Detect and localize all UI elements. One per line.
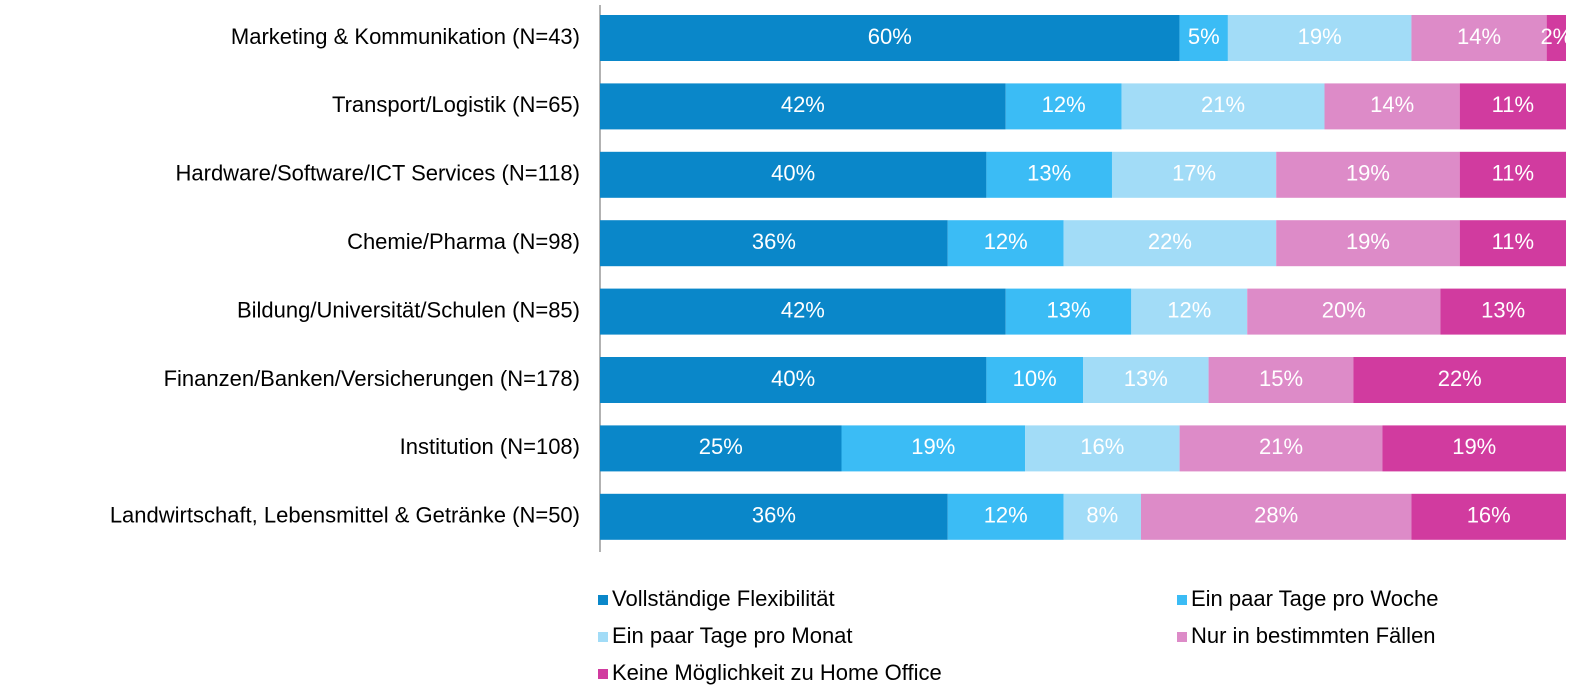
value-label: 12% xyxy=(1042,92,1086,117)
value-label: 36% xyxy=(752,229,796,254)
value-label: 13% xyxy=(1124,366,1168,391)
category-label: Institution (N=108) xyxy=(400,434,580,459)
bar-segment xyxy=(1121,83,1325,130)
bar-segment xyxy=(600,15,1180,61)
bar-segment xyxy=(600,425,842,472)
category-label: Bildung/Universität/Schulen (N=85) xyxy=(237,297,580,322)
value-label: 22% xyxy=(1148,229,1192,254)
bar-segment xyxy=(986,357,1083,403)
bar-segment xyxy=(1411,493,1566,540)
value-label: 12% xyxy=(984,229,1028,254)
category-label: Hardware/Software/ICT Services (N=118) xyxy=(176,161,581,186)
bar-segment xyxy=(1440,288,1566,335)
value-label: 11% xyxy=(1492,229,1534,254)
bar-segment xyxy=(1140,493,1412,540)
category-label: Transport/Logistik (N=65) xyxy=(332,92,580,117)
legend-swatch xyxy=(598,669,608,679)
bar-segment xyxy=(1459,83,1566,130)
value-label: 8% xyxy=(1086,503,1118,528)
bar-segment xyxy=(1276,151,1460,198)
legend-swatch xyxy=(598,632,608,642)
value-label: 14% xyxy=(1370,92,1414,117)
bar-segment xyxy=(1005,83,1122,130)
category-label: Landwirtschaft, Lebensmittel & Getränke … xyxy=(110,503,580,528)
bar-segment xyxy=(1208,357,1354,403)
value-label: 12% xyxy=(984,503,1028,528)
bar-segment xyxy=(1382,425,1566,472)
bar-segment xyxy=(947,220,1064,267)
value-label: 20% xyxy=(1322,297,1366,322)
bar-segment xyxy=(947,493,1064,540)
legend-label: Ein paar Tage pro Woche xyxy=(1191,586,1438,611)
legend-swatch xyxy=(1177,632,1187,642)
bar-segment xyxy=(1411,15,1547,61)
value-label: 28% xyxy=(1254,503,1298,528)
bar-segment xyxy=(1324,83,1460,130)
legend-label: Keine Möglichkeit zu Home Office xyxy=(612,660,942,685)
bar-segment xyxy=(600,151,987,198)
category-label: Chemie/Pharma (N=98) xyxy=(347,229,580,254)
bar-segment xyxy=(1063,220,1277,267)
value-label: 25% xyxy=(699,434,743,459)
value-label: 42% xyxy=(781,297,825,322)
bar-segment xyxy=(1546,15,1566,61)
bar-segment xyxy=(600,83,1006,130)
value-label: 5% xyxy=(1188,24,1220,49)
bar-segment xyxy=(600,288,1006,335)
bar-segment xyxy=(841,425,1026,472)
bar-segment xyxy=(1111,151,1277,198)
value-label: 40% xyxy=(771,366,815,391)
value-label: 21% xyxy=(1259,434,1303,459)
value-label: 13% xyxy=(1481,297,1525,322)
bar-segment xyxy=(1353,357,1566,403)
bar-segment xyxy=(600,357,987,403)
value-label: 40% xyxy=(771,161,815,186)
value-label: 19% xyxy=(1452,434,1496,459)
legend-label: Nur in bestimmten Fällen xyxy=(1191,623,1436,648)
value-label: 19% xyxy=(1298,24,1342,49)
bar-segment xyxy=(1005,288,1132,335)
value-label: 12% xyxy=(1167,297,1211,322)
bar-segment xyxy=(1063,493,1141,540)
bar-segment xyxy=(1179,15,1228,61)
legend-label: Vollständige Flexibilität xyxy=(612,586,835,611)
value-label: 2% xyxy=(1540,24,1570,49)
value-label: 11% xyxy=(1492,161,1534,186)
value-label: 15% xyxy=(1259,366,1303,391)
bar-segment xyxy=(600,493,948,540)
value-label: 60% xyxy=(868,24,912,49)
value-label: 21% xyxy=(1201,92,1245,117)
bar-segment xyxy=(600,220,948,267)
legend-swatch xyxy=(598,595,608,605)
value-label: 22% xyxy=(1438,366,1482,391)
legend-swatch xyxy=(1177,595,1187,605)
value-label: 13% xyxy=(1027,161,1071,186)
bar-segment xyxy=(1459,151,1566,198)
legend-label: Ein paar Tage pro Monat xyxy=(612,623,853,648)
value-label: 42% xyxy=(781,92,825,117)
value-label: 16% xyxy=(1467,503,1511,528)
bar-segment xyxy=(1083,357,1209,403)
value-label: 19% xyxy=(911,434,955,459)
value-label: 36% xyxy=(752,503,796,528)
bar-segment xyxy=(1025,425,1180,472)
value-label: 19% xyxy=(1346,229,1390,254)
value-label: 16% xyxy=(1080,434,1124,459)
value-label: 19% xyxy=(1346,161,1390,186)
value-label: 17% xyxy=(1172,161,1216,186)
value-label: 13% xyxy=(1046,297,1090,322)
bar-segment xyxy=(1247,288,1441,335)
bar-segment xyxy=(1179,425,1383,472)
value-label: 11% xyxy=(1492,92,1534,117)
category-label: Marketing & Kommunikation (N=43) xyxy=(231,24,580,49)
bar-segment xyxy=(1276,220,1460,267)
bar-segment xyxy=(1459,220,1566,267)
bar-segment xyxy=(1131,288,1248,335)
bar-segment xyxy=(1227,15,1412,61)
bar-segment xyxy=(986,151,1112,198)
value-label: 14% xyxy=(1457,24,1501,49)
value-label: 10% xyxy=(1013,366,1057,391)
category-label: Finanzen/Banken/Versicherungen (N=178) xyxy=(164,366,580,391)
